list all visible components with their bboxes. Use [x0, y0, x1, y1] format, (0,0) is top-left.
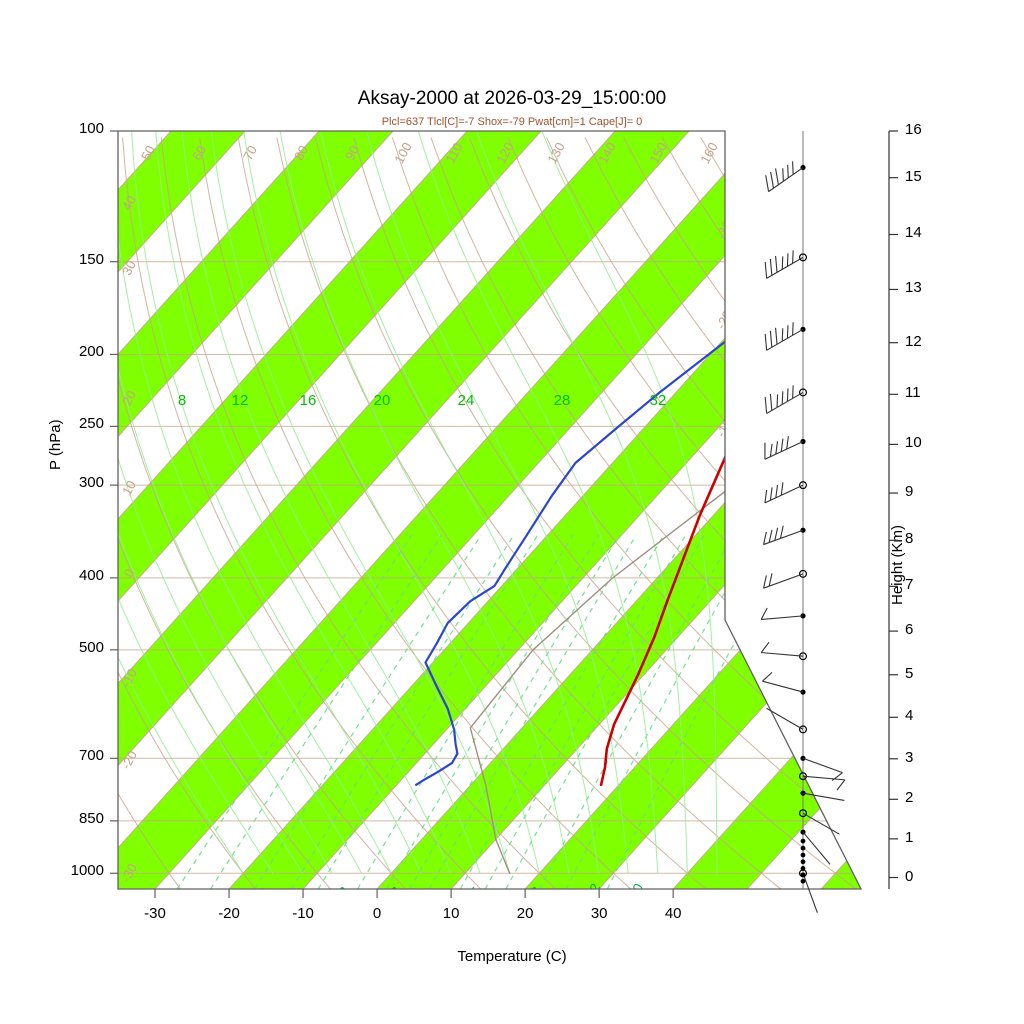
page-title: Aksay-2000 at 2026-03-29_15:00:00: [357, 88, 667, 109]
dry-adiabat-label: 80: [291, 143, 311, 163]
isotherm-label-right: 0: [724, 509, 741, 522]
height-tick-label: 6: [905, 621, 914, 639]
temperature-tick-label: -20: [218, 905, 240, 922]
dry-adiabat-label: 50: [138, 143, 158, 163]
temperature-tick-label: -10: [292, 905, 314, 922]
moist-adiabat-label: 20: [374, 392, 391, 409]
pressure-tick-label: 700: [78, 747, 104, 765]
isotherm-label-right: 20: [779, 636, 799, 656]
pressure-tick-label: 200: [78, 343, 104, 361]
moist-adiabat-label: 28: [554, 392, 571, 409]
height-tick-label: 16: [905, 121, 922, 138]
dry-adiabat-label: 90: [342, 143, 362, 163]
pressure-tick-label: 400: [78, 566, 104, 584]
temperature-tick-label: 0: [372, 905, 382, 922]
pressure-tick-label: 300: [78, 474, 104, 492]
moist-adiabat-label: 12: [232, 392, 249, 409]
height-tick-label: 1: [905, 828, 914, 846]
isotherm-label-right: 10: [738, 588, 758, 608]
height-tick-label: 14: [905, 224, 922, 242]
height-tick-label: 8: [905, 530, 914, 548]
pressure-tick-label: 150: [78, 250, 104, 268]
isotherm-label-left: 40: [119, 193, 139, 213]
isotherm-label-left: 20: [119, 388, 139, 408]
height-tick-label: 11: [905, 384, 921, 402]
height-tick-label: 13: [905, 279, 922, 297]
height-tick-label: 0: [905, 867, 914, 885]
pressure-tick-label: 250: [78, 415, 104, 433]
pressure-tick-label: 500: [78, 638, 104, 656]
temperature-tick-label: 20: [516, 905, 534, 922]
dry-adiabat-label: 70: [240, 143, 260, 163]
height-tick-label: 9: [905, 483, 914, 501]
height-tick-label: 12: [905, 332, 922, 350]
mixing-ratio-label: 12: [583, 881, 603, 901]
pressure-tick-label: 100: [78, 120, 104, 137]
height-tick-label: 4: [905, 707, 914, 725]
temperature-tick-label: -30: [144, 905, 166, 922]
isotherm-label-left: 10: [119, 478, 139, 498]
moist-adiabat-label: 16: [300, 392, 317, 409]
pressure-tick-label: 1000: [70, 862, 104, 880]
temperature-axis-label: Temperature (C): [457, 948, 567, 965]
isotherm-label-right: 30: [819, 693, 839, 713]
height-tick-label: 7: [905, 576, 914, 594]
pressure-tick-label: 850: [78, 809, 104, 827]
moist-adiabat-label: 32: [650, 392, 667, 409]
temperature-tick-label: 10: [442, 905, 460, 922]
moist-adiabat-label: 24: [458, 392, 475, 409]
mixing-ratio-label: 20: [626, 881, 646, 901]
height-tick-label: 5: [905, 664, 914, 682]
temperature-tick-label: 40: [664, 905, 682, 922]
height-tick-label: 10: [905, 434, 922, 452]
height-tick-label: 2: [905, 789, 914, 807]
moist-adiabat-label: 8: [178, 392, 186, 409]
dry-adiabat-label: 60: [189, 143, 209, 163]
height-tick-label: 3: [905, 748, 914, 766]
figure-subtitle: Plcl=637 Tlcl[C]=-7 Shox=-79 Pwat[cm]=1 …: [381, 116, 643, 128]
height-tick-label: 15: [905, 167, 922, 185]
isotherm-label-left: 30: [119, 258, 139, 278]
temperature-tick-label: 30: [590, 905, 608, 922]
